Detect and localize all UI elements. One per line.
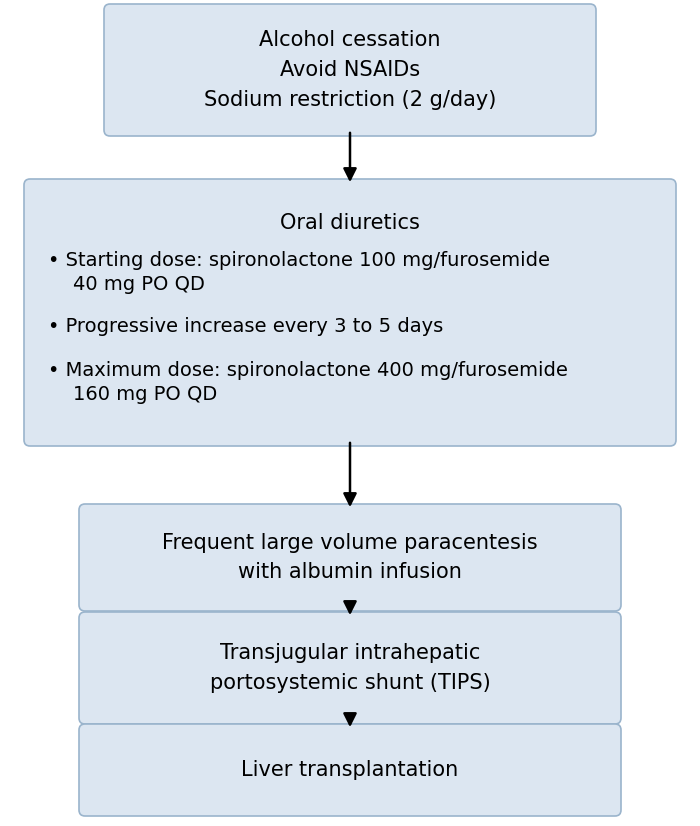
FancyBboxPatch shape [79,724,621,816]
FancyBboxPatch shape [79,612,621,724]
FancyBboxPatch shape [104,4,596,136]
Text: Liver transplantation: Liver transplantation [241,760,458,780]
Text: Transjugular intrahepatic
portosystemic shunt (TIPS): Transjugular intrahepatic portosystemic … [209,643,491,693]
FancyBboxPatch shape [24,179,676,446]
Text: Alcohol cessation
Avoid NSAIDs
Sodium restriction (2 g/day): Alcohol cessation Avoid NSAIDs Sodium re… [204,31,496,110]
Text: Frequent large volume paracentesis
with albumin infusion: Frequent large volume paracentesis with … [162,533,538,582]
Text: Oral diuretics: Oral diuretics [280,213,420,233]
FancyBboxPatch shape [79,504,621,611]
Text: • Starting dose: spironolactone 100 mg/furosemide
    40 mg PO QD: • Starting dose: spironolactone 100 mg/f… [48,251,550,294]
Text: • Progressive increase every 3 to 5 days: • Progressive increase every 3 to 5 days [48,317,443,336]
Text: • Maximum dose: spironolactone 400 mg/furosemide
    160 mg PO QD: • Maximum dose: spironolactone 400 mg/fu… [48,361,568,404]
